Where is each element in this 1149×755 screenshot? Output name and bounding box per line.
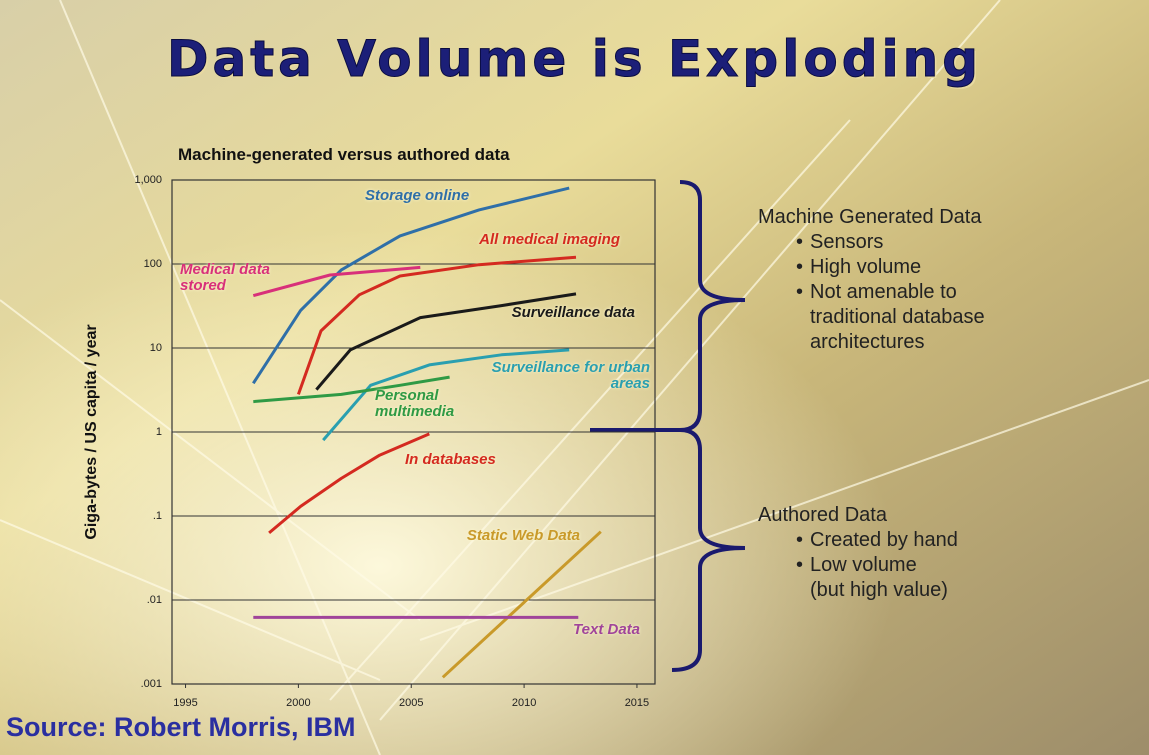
notes-group: Machine Generated DataSensorsHigh volume… [758, 205, 1040, 355]
y-axis-label: Giga-bytes / US capita / year [83, 324, 100, 539]
series-label: Surveillance for urban areas [491, 359, 650, 392]
series-line [315, 292, 577, 391]
bullet: Not amenable to traditional database arc… [796, 280, 1040, 355]
bullet-note: (but high value) [810, 579, 948, 601]
notes-heading: Authored Data [758, 504, 887, 526]
source: Source: Robert Morris, IBM [6, 712, 356, 742]
x-tick-label: 1995 [173, 697, 197, 709]
chart-title: Machine-generated versus authored data [178, 145, 510, 164]
bullet: Sensors [796, 230, 1040, 255]
y-tick-label: 1 [156, 426, 162, 438]
slide-title: Data Volume is Exploding [166, 30, 983, 89]
series-label: Storage online [365, 187, 470, 204]
series-line [253, 375, 450, 404]
bullet: High volume [796, 255, 1040, 280]
series-label: Medical data stored [180, 261, 271, 294]
notes-heading: Machine Generated Data [758, 206, 982, 228]
x-tick-label: 2015 [625, 697, 649, 709]
y-tick-label: 100 [144, 258, 162, 270]
series-label: In databases [405, 451, 496, 468]
x-tick-label: 2010 [512, 697, 536, 709]
y-tick-label: .01 [147, 594, 162, 606]
series-label: Text Data [573, 621, 640, 638]
series-line [252, 265, 421, 298]
series-line [441, 530, 602, 679]
y-tick-label: .001 [141, 678, 162, 690]
series-label: Surveillance data [511, 304, 635, 321]
series-label: All medical imaging [479, 231, 620, 248]
series-line [322, 348, 570, 442]
bullet: Low volume [796, 553, 1040, 578]
notes-group: Authored DataCreated by handLow volume(b… [758, 503, 1040, 603]
y-tick-label: .1 [153, 510, 162, 522]
series-line [268, 432, 430, 535]
x-tick-label: 2000 [286, 697, 310, 709]
series-label: Static Web Data [466, 527, 580, 544]
y-tick-label: 1,000 [134, 174, 162, 186]
series-line [296, 255, 577, 395]
x-tick-label: 2005 [399, 697, 423, 709]
y-tick-label: 10 [150, 342, 162, 354]
series-line [252, 186, 570, 385]
bullet: Created by hand [796, 528, 1040, 553]
series-label: Personal multimedia [375, 387, 455, 420]
brace [590, 180, 746, 672]
